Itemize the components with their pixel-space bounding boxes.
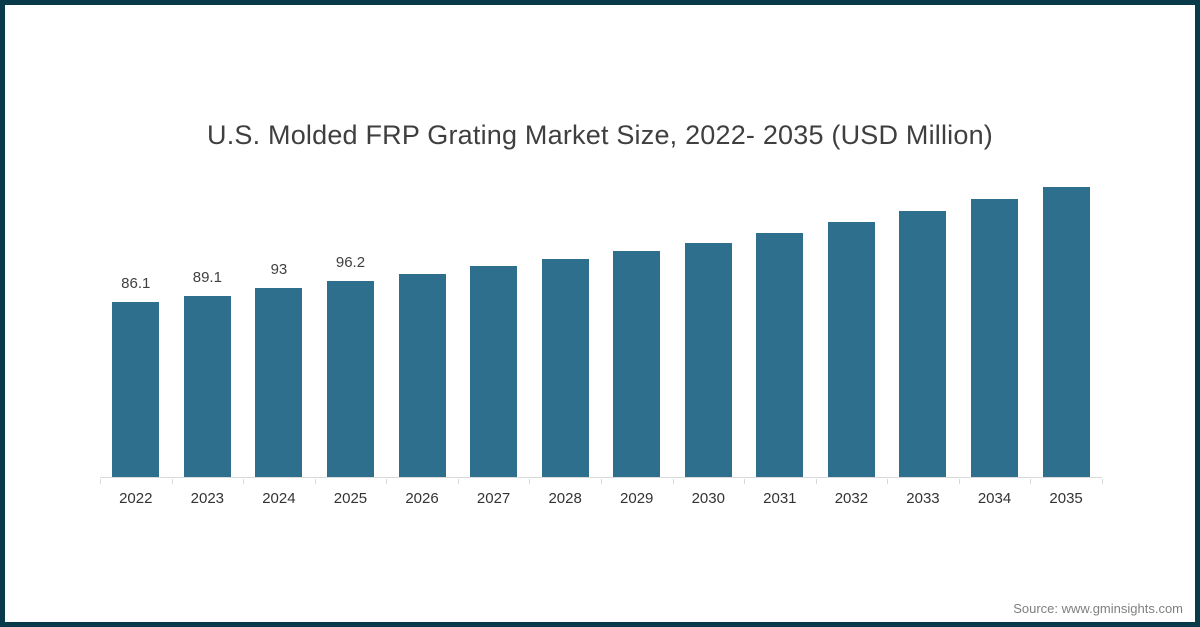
x-axis-label-2028: 2028 xyxy=(548,490,582,507)
x-axis-label-2031: 2031 xyxy=(763,490,797,507)
x-axis-labels: 2022 2023 2024 2025 2026 2027 2028 2029 2030 2031… xyxy=(100,490,1102,507)
bar-group xyxy=(1030,173,1102,477)
bar-2032 xyxy=(827,222,875,477)
x-axis-label-2033: 2033 xyxy=(906,490,940,507)
bar-group: 96.2 xyxy=(315,173,387,477)
axis-tick xyxy=(100,479,101,484)
bar-group: 89.1 xyxy=(172,173,244,477)
x-axis-label-2025: 2025 xyxy=(333,490,368,507)
bar-group xyxy=(959,173,1031,477)
bar-group xyxy=(601,173,673,477)
axis-tick xyxy=(601,479,602,484)
axis-tick xyxy=(386,479,387,484)
bar-2023 xyxy=(183,296,231,477)
x-axis-label-2027: 2027 xyxy=(476,490,511,507)
bar-group xyxy=(887,173,959,477)
axis-tick xyxy=(1102,479,1103,484)
source-attribution: Source: www.gminsights.com xyxy=(1013,601,1183,616)
x-axis-label-2026: 2026 xyxy=(405,490,439,507)
x-axis-label-2022: 2022 xyxy=(119,490,153,507)
bar-group xyxy=(673,173,745,477)
axis-tick xyxy=(315,479,316,484)
axis-tick xyxy=(529,479,530,484)
bar-group: 86.1 xyxy=(100,173,172,477)
x-axis-label-2024: 2024 xyxy=(262,490,296,507)
bar-2028 xyxy=(541,259,589,477)
x-axis-label-2034: 2034 xyxy=(977,490,1012,507)
bar-2029 xyxy=(613,251,661,477)
bar-2027 xyxy=(470,266,518,477)
bar-2022 xyxy=(112,302,160,477)
bar-group xyxy=(529,173,601,477)
bar-2035 xyxy=(1042,187,1090,477)
bar-group xyxy=(816,173,888,477)
bar-2024 xyxy=(255,288,303,477)
chart-title: U.S. Molded FRP Grating Market Size, 202… xyxy=(207,120,993,150)
bar-value-label: 96.2 xyxy=(335,254,366,271)
bar-2031 xyxy=(756,233,804,477)
bar-2030 xyxy=(684,243,732,477)
axis-tick xyxy=(816,479,817,484)
x-axis-ticks xyxy=(100,479,1103,485)
x-axis-label-2030: 2030 xyxy=(691,490,725,507)
x-axis-label-2029: 2029 xyxy=(620,490,654,507)
axis-tick xyxy=(172,479,173,484)
axis-tick xyxy=(959,479,960,484)
bar-2033 xyxy=(899,211,947,477)
axis-tick xyxy=(887,479,888,484)
bar-group: 93 xyxy=(243,173,315,477)
axis-tick xyxy=(673,479,674,484)
axis-tick xyxy=(243,479,244,484)
bar-chart-plot-area: 86.1 89.1 93 96.2 xyxy=(100,173,1102,478)
bar-group xyxy=(458,173,530,477)
axis-tick xyxy=(458,479,459,484)
bar-value-label: 86.1 xyxy=(121,275,151,292)
bar-2026 xyxy=(398,274,446,477)
bar-value-label: 89.1 xyxy=(192,269,222,286)
x-axis-label-2035: 2035 xyxy=(1049,490,1083,507)
bar-group xyxy=(744,173,816,477)
bar-2025 xyxy=(326,281,374,477)
bar-2034 xyxy=(971,199,1019,477)
axis-tick xyxy=(1030,479,1031,484)
bar-value-label: 93 xyxy=(270,261,288,278)
x-axis-label-2032: 2032 xyxy=(834,490,869,507)
bar-group xyxy=(386,173,458,477)
axis-tick xyxy=(744,479,745,484)
x-axis-label-2023: 2023 xyxy=(190,490,225,507)
